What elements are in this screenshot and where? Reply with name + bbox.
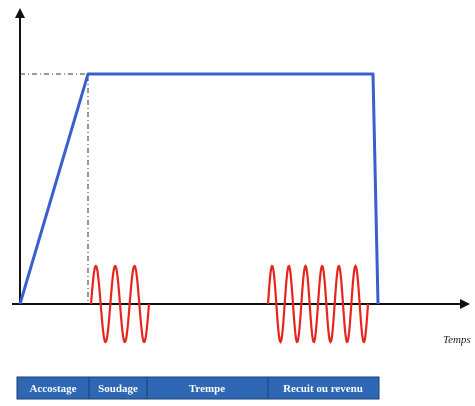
- annealing-current-wave: [266, 264, 370, 344]
- phase-label-soudage: Soudage: [98, 383, 138, 395]
- phase-label-trempe: Trempe: [189, 383, 225, 395]
- x-axis-label: Temps: [443, 334, 471, 346]
- phase-label-accostage: Accostage: [29, 383, 76, 395]
- phase-cell-recuit: [267, 376, 380, 400]
- force-curve: [18, 72, 380, 305]
- phase-label-recuit: Recuit ou revenu: [283, 383, 363, 395]
- welding-current-wave: [89, 264, 151, 344]
- phase-bar: Accostage Soudage Trempe Recuit ou reven…: [16, 376, 380, 400]
